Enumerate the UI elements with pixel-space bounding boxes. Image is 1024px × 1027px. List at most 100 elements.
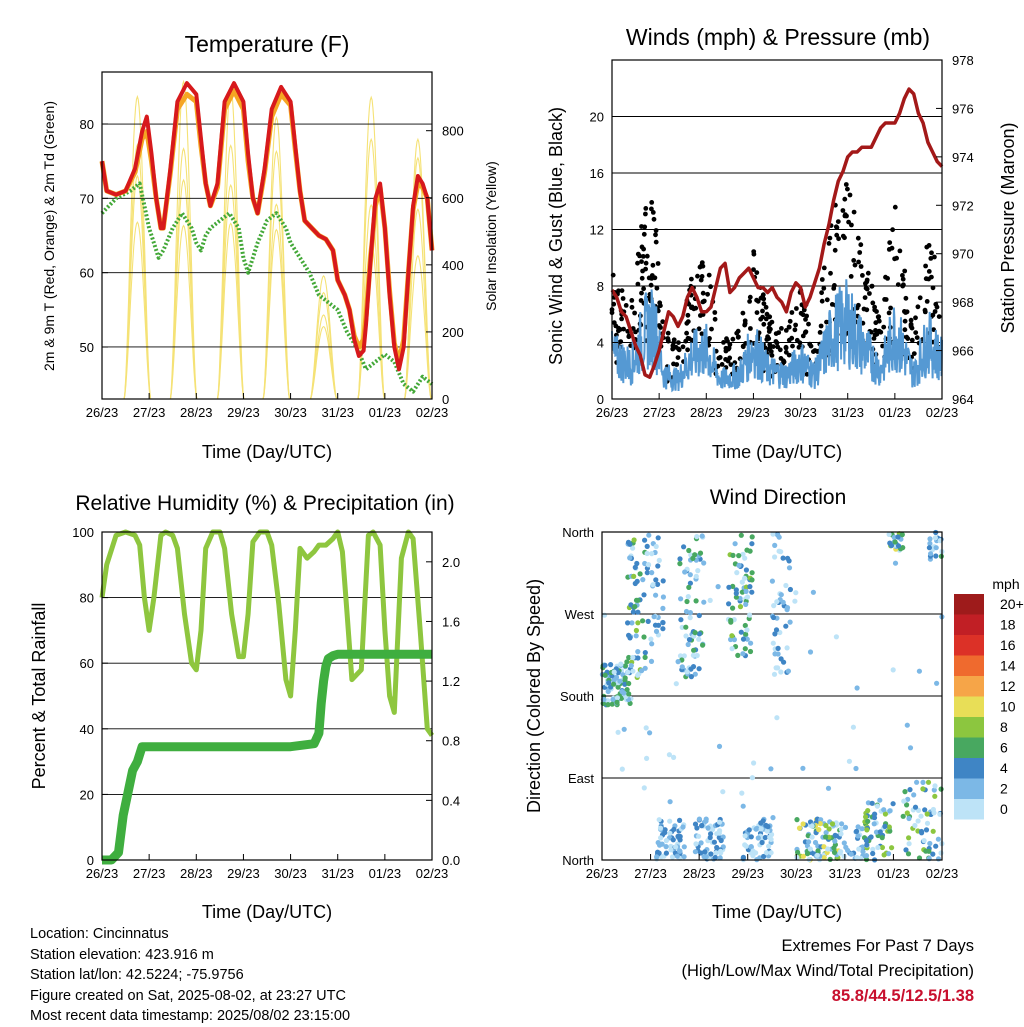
gust-point: [760, 292, 766, 298]
direction-point: [748, 834, 754, 840]
humidity-xlabel: Time (Day/UTC): [202, 902, 332, 922]
gust-point: [824, 319, 829, 325]
gust-point: [619, 288, 625, 293]
direction-point: [610, 697, 616, 703]
gust-point: [665, 330, 671, 336]
direction-point: [831, 845, 837, 851]
direction-point: [615, 729, 621, 735]
direction-point: [667, 818, 673, 824]
direction-point: [673, 844, 679, 850]
gust-point: [708, 284, 713, 290]
direction-point: [663, 850, 670, 856]
direction-point: [938, 786, 944, 792]
legend-swatch: [954, 799, 984, 820]
gust-point: [767, 345, 773, 350]
direction-point: [639, 668, 645, 674]
legend-swatch: [954, 614, 984, 635]
direction-point: [875, 844, 881, 851]
direction-point: [627, 555, 633, 561]
direction-point: [654, 854, 660, 860]
gust-point: [740, 310, 746, 316]
direction-point: [726, 601, 732, 607]
direction-point: [769, 578, 776, 584]
direction-point: [681, 844, 687, 850]
direction-point: [730, 552, 736, 559]
direction-point: [716, 830, 722, 836]
direction-point: [736, 553, 742, 559]
direction-point: [770, 614, 777, 621]
y-tick-label: 20: [80, 787, 94, 802]
direction-point: [641, 592, 647, 598]
direction-point: [688, 666, 694, 672]
direction-point: [854, 685, 860, 691]
x-tick-label: 27/23: [643, 405, 676, 420]
direction-point: [853, 765, 859, 772]
elevation-text: Station elevation: 423.916 m: [30, 946, 214, 963]
direction-point: [702, 849, 708, 855]
direction-point: [863, 853, 870, 859]
gust-point: [648, 282, 654, 288]
gust-point: [754, 270, 760, 275]
direction-point: [907, 745, 914, 751]
gust-point: [655, 261, 661, 266]
direction-point: [764, 828, 770, 834]
direction-point: [800, 765, 806, 771]
gust-point: [881, 324, 887, 330]
direction-point: [933, 553, 939, 559]
gust-point: [766, 336, 772, 341]
gust-point: [804, 313, 809, 319]
direction-point: [629, 620, 635, 626]
direction-point: [701, 599, 707, 605]
direction-point: [601, 612, 608, 618]
gust-point: [751, 249, 757, 255]
legend-label: 16: [1000, 637, 1016, 653]
direction-point: [614, 695, 621, 701]
gust-point: [932, 254, 937, 260]
direction-point: [626, 654, 632, 661]
gust-point: [902, 327, 908, 333]
legend-swatch: [954, 655, 984, 676]
direction-point: [619, 766, 625, 772]
x-tick-label: 01/23: [877, 866, 910, 881]
direction-point: [733, 594, 740, 600]
gust-point: [695, 273, 700, 279]
direction-point: [935, 836, 942, 842]
direction-point: [774, 599, 780, 605]
direction-point: [683, 633, 689, 639]
gust-point: [665, 336, 671, 341]
direction-point: [892, 560, 899, 566]
direction-point: [681, 854, 687, 860]
direction-point: [694, 652, 700, 659]
gust-point: [786, 352, 792, 358]
gust-point: [626, 334, 632, 340]
gust-point: [685, 319, 691, 324]
gust-point: [680, 344, 686, 350]
direction-point: [644, 755, 650, 762]
direction-point: [871, 821, 877, 827]
gust-point: [928, 256, 934, 261]
y-tick-label: North: [562, 853, 594, 868]
direction-point: [823, 822, 829, 829]
direction-point: [733, 587, 739, 593]
direction-point: [684, 669, 690, 675]
direction-point: [889, 845, 895, 851]
gust-point: [783, 345, 789, 351]
direction-point: [772, 651, 778, 657]
direction-point: [681, 544, 687, 550]
gust-point: [832, 247, 838, 253]
direction-point: [705, 825, 711, 831]
winds-xlabel: Time (Day/UTC): [712, 442, 842, 462]
solar-curve: [262, 150, 291, 400]
direction-point: [640, 577, 646, 583]
direction-point: [739, 579, 745, 585]
gust-point: [900, 283, 906, 289]
gust-point: [864, 307, 870, 313]
x-tick-label: 28/23: [690, 405, 723, 420]
direction-point: [934, 680, 940, 686]
gust-point: [618, 339, 624, 344]
direction-point: [749, 570, 755, 576]
y-tick-label: 0.8: [442, 734, 460, 749]
legend-swatch: [954, 737, 984, 758]
gust-point: [847, 192, 853, 198]
solar-curve: [404, 208, 432, 400]
